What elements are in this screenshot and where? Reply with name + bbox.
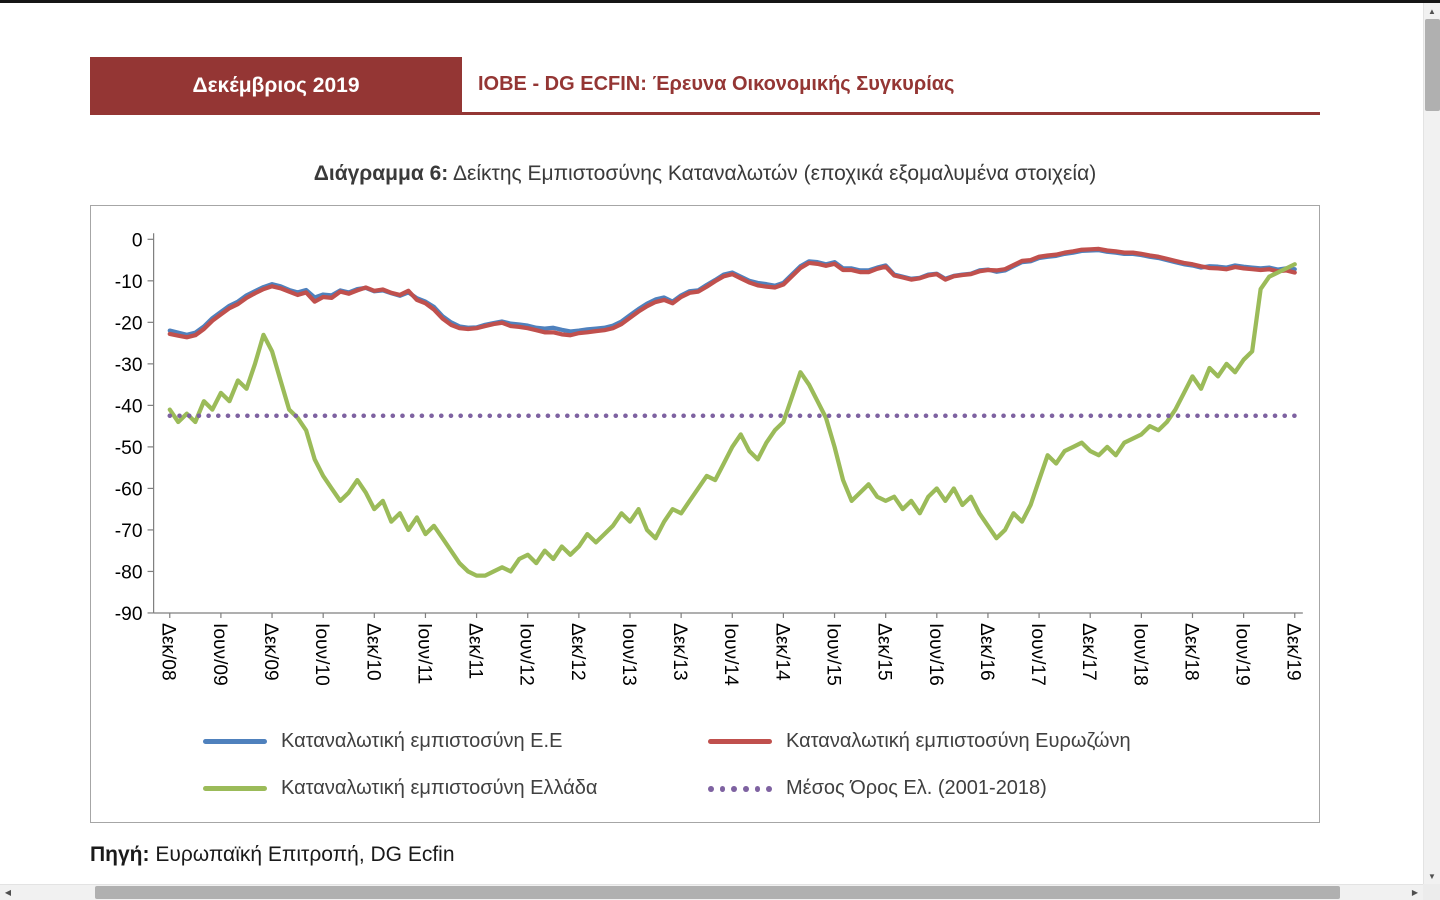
svg-text:-70: -70 <box>115 521 143 542</box>
source-text: Ευρωπαϊκή Επιτροπή, DG Ecfin <box>149 843 455 866</box>
legend-item-eu: Καταναλωτική εμπιστοσύνη Ε.Ε <box>203 730 708 753</box>
legend-item-eurozone: Καταναλωτική εμπιστοσύνη Ευρωζώνη <box>708 730 1131 753</box>
left-arrow-icon: ◀ <box>4 888 12 897</box>
svg-text:Δεκ/19: Δεκ/19 <box>1283 623 1304 681</box>
eu-line-swatch-icon <box>203 739 267 744</box>
report-title: ΙΟΒΕ - DG ECFIN: Έρευνα Οικονομικής Συγκ… <box>478 73 955 95</box>
right-arrow-icon: ▶ <box>1411 888 1419 897</box>
svg-text:-90: -90 <box>115 604 143 625</box>
chart-container: 0 -10 -20 -30 -40 -50 -60 -70 -80 -90 Δεκ/08 Ιουν/0… <box>90 205 1320 823</box>
down-arrow-icon: ▼ <box>1428 871 1436 881</box>
svg-text:Δεκ/17: Δεκ/17 <box>1078 623 1099 681</box>
legend-item-average: Μέσος Όρος Ελ. (2001-2018) <box>708 777 1047 800</box>
svg-text:Ιουν/09: Ιουν/09 <box>209 623 230 686</box>
legend-label-average: Μέσος Όρος Ελ. (2001-2018) <box>786 777 1047 799</box>
svg-text:-10: -10 <box>115 272 143 293</box>
eurozone-line-swatch-icon <box>708 739 772 744</box>
svg-text:Δεκ/08: Δεκ/08 <box>158 623 179 681</box>
scroll-left-button[interactable]: ◀ <box>0 885 16 900</box>
report-date-badge: Δεκέμβριος 2019 <box>90 57 462 115</box>
consumer-confidence-line-chart: 0 -10 -20 -30 -40 -50 -60 -70 -80 -90 Δεκ/08 Ιουν/0… <box>115 230 1304 686</box>
scroll-right-button[interactable]: ▶ <box>1407 885 1423 900</box>
document-page: Δεκέμβριος 2019 ΙΟΒΕ - DG ECFIN: Έρευνα … <box>0 0 1440 867</box>
svg-text:Δεκ/12: Δεκ/12 <box>567 623 588 681</box>
horizontal-scrollbar-thumb[interactable] <box>95 886 1340 899</box>
svg-text:Ιουν/15: Ιουν/15 <box>822 623 843 686</box>
svg-text:Ιουν/14: Ιουν/14 <box>720 623 741 686</box>
figure-caption-label: Διάγραμμα 6: <box>313 162 449 185</box>
svg-text:Δεκ/11: Δεκ/11 <box>465 623 486 679</box>
legend-row-1: Καταναλωτική εμπιστοσύνη Ε.Ε Καταναλωτικ… <box>203 718 1319 765</box>
source-note: Πηγή: Ευρωπαϊκή Επιτροπή, DG Ecfin <box>90 843 455 867</box>
report-header: Δεκέμβριος 2019 ΙΟΒΕ - DG ECFIN: Έρευνα … <box>90 57 1320 115</box>
svg-text:Δεκ/13: Δεκ/13 <box>669 623 690 681</box>
svg-text:Ιουν/13: Ιουν/13 <box>618 623 639 686</box>
scroll-up-button[interactable]: ▲ <box>1424 3 1440 19</box>
svg-text:Δεκ/10: Δεκ/10 <box>362 623 383 681</box>
svg-text:Ιουν/12: Ιουν/12 <box>516 623 537 686</box>
svg-text:Ιουν/19: Ιουν/19 <box>1232 623 1253 686</box>
svg-text:0: 0 <box>132 230 143 251</box>
svg-text:Δεκ/09: Δεκ/09 <box>260 623 281 681</box>
greece-line-swatch-icon <box>203 786 267 791</box>
window-top-border <box>0 0 1440 3</box>
figure-caption: Διάγραμμα 6: Δείκτης Εμπιστοσύνης Κατανα… <box>90 162 1320 186</box>
svg-text:Ιουν/10: Ιουν/10 <box>311 623 332 686</box>
vertical-scrollbar[interactable]: ▲ ▼ <box>1423 3 1440 884</box>
svg-text:Ιουν/17: Ιουν/17 <box>1027 623 1048 686</box>
svg-text:-30: -30 <box>115 355 143 376</box>
svg-text:-60: -60 <box>115 479 143 500</box>
svg-text:-40: -40 <box>115 396 143 417</box>
svg-text:-50: -50 <box>115 438 143 459</box>
svg-text:Δεκ/14: Δεκ/14 <box>771 623 792 681</box>
legend-item-greece: Καταναλωτική εμπιστοσύνη Ελλάδα <box>203 777 708 800</box>
legend-label-greece: Καταναλωτική εμπιστοσύνη Ελλάδα <box>281 777 598 799</box>
svg-text:-80: -80 <box>115 563 143 584</box>
svg-text:Δεκ/15: Δεκ/15 <box>874 623 895 681</box>
scrollbar-corner <box>1423 884 1440 900</box>
average-dotted-swatch-icon <box>708 785 773 792</box>
source-label: Πηγή: <box>90 843 150 866</box>
horizontal-scrollbar[interactable]: ◀ ▶ <box>0 884 1423 900</box>
svg-text:Δεκ/18: Δεκ/18 <box>1180 623 1201 681</box>
up-arrow-icon: ▲ <box>1428 6 1436 16</box>
svg-text:Δεκ/16: Δεκ/16 <box>976 623 997 681</box>
legend-row-2: Καταναλωτική εμπιστοσύνη Ελλάδα Μέσος Όρ… <box>203 765 1319 812</box>
svg-text:Ιουν/16: Ιουν/16 <box>925 623 946 686</box>
chart-legend: Καταναλωτική εμπιστοσύνη Ε.Ε Καταναλωτικ… <box>91 718 1319 812</box>
svg-text:Ιουν/18: Ιουν/18 <box>1129 623 1150 686</box>
svg-text:Ιουν/11: Ιουν/11 <box>413 623 434 684</box>
scroll-down-button[interactable]: ▼ <box>1424 868 1440 884</box>
figure-caption-text: Δείκτης Εμπιστοσύνης Καταναλωτών (εποχικ… <box>448 162 1097 185</box>
header-rule: ΙΟΒΕ - DG ECFIN: Έρευνα Οικονομικής Συγκ… <box>462 57 1320 115</box>
legend-label-eu: Καταναλωτική εμπιστοσύνη Ε.Ε <box>281 730 563 752</box>
legend-label-eurozone: Καταναλωτική εμπιστοσύνη Ευρωζώνη <box>786 730 1131 752</box>
vertical-scrollbar-thumb[interactable] <box>1425 19 1440 111</box>
svg-text:-20: -20 <box>115 313 143 334</box>
